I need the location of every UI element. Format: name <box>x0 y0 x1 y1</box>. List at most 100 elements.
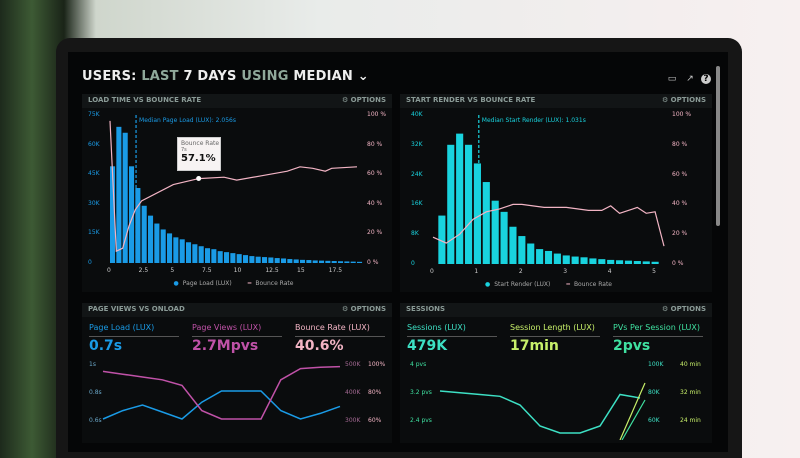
title-range-word: LAST <box>141 69 179 84</box>
histogram-bar <box>129 166 135 263</box>
chart-legend: ● Start Render (LUX) ━ Bounce Rate <box>485 281 612 288</box>
y-tick-label: 3.2 pvs <box>410 389 432 396</box>
panel-header: SESSIONS ⚙ OPTIONS <box>400 303 712 317</box>
legend-label: Page Load (LUX) <box>182 280 232 287</box>
y2-tick-label: 40 % <box>367 199 383 207</box>
y2-tick-label: 0 % <box>672 260 684 267</box>
x-tick-label: 0 <box>430 268 434 275</box>
x-tick-label: 0 <box>107 267 111 274</box>
session-length-line <box>619 382 646 440</box>
metric-value: 40.6% <box>295 338 344 354</box>
x-tick-label: 2 <box>518 268 523 275</box>
legend-marker: ● <box>485 281 491 288</box>
histogram-bar <box>527 243 535 264</box>
metric-divider <box>89 336 179 337</box>
panel-title: SESSIONS <box>406 305 446 313</box>
histogram-bar <box>438 215 446 264</box>
y3-tick-label: 40 min <box>680 361 701 368</box>
monitor-icon[interactable]: ▭ <box>667 74 677 84</box>
bounce-rate-line <box>432 203 665 247</box>
histogram-bar <box>344 261 350 263</box>
scrollbar[interactable] <box>716 66 720 226</box>
histogram-bar <box>224 252 230 263</box>
x-tick-label: 4 <box>607 268 612 275</box>
chevron-down-icon[interactable]: ⌄ <box>357 69 369 84</box>
title-using: USING <box>241 69 289 84</box>
panel-title: PAGE VIEWS VS ONLOAD <box>88 305 185 313</box>
options-button[interactable]: ⚙ OPTIONS <box>661 96 706 104</box>
x-tick-label: 1 <box>474 268 479 275</box>
histogram-bar <box>306 260 312 263</box>
histogram-bar <box>580 257 588 264</box>
x-tick-label: 2.5 <box>138 267 149 274</box>
histogram-bar <box>633 261 641 264</box>
sessions-line <box>439 390 641 434</box>
histogram-bar <box>491 200 499 264</box>
panel-title: LOAD TIME VS BOUNCE RATE <box>88 96 202 104</box>
legend-label: Bounce Rate <box>573 281 612 288</box>
y2-tick-label: 500K <box>345 361 361 368</box>
y2-tick-label: 60K <box>648 417 660 424</box>
pvs-line <box>621 399 646 440</box>
histogram-bar <box>319 260 325 263</box>
histogram-bar <box>300 259 306 263</box>
panel-title: START RENDER VS BOUNCE RATE <box>406 96 536 104</box>
histogram-bar <box>192 244 198 263</box>
histogram-bar <box>211 249 217 263</box>
histogram-bar <box>268 257 274 263</box>
share-icon[interactable]: ↗ <box>686 74 694 84</box>
histogram-bar <box>148 215 154 263</box>
metric-divider <box>295 336 385 337</box>
legend-marker: ━ <box>566 281 570 288</box>
chart-legend: ● Page Load (LUX) ━ Bounce Rate <box>174 280 294 287</box>
y3-tick-label: 80% <box>368 389 382 396</box>
y-tick-label: 4 pvs <box>410 361 427 368</box>
options-button[interactable]: ⚙ OPTIONS <box>341 96 386 104</box>
histogram-bar <box>293 259 299 263</box>
page-title[interactable]: USERS: LAST 7 DAYS USING MEDIAN ⌄ <box>82 69 369 84</box>
histogram-bar <box>312 260 318 263</box>
panel-header: LOAD TIME VS BOUNCE RATE ⚙ OPTIONS <box>82 94 392 108</box>
page-load-line <box>102 390 341 420</box>
histogram-bar <box>553 253 561 264</box>
histogram-bar <box>243 255 249 263</box>
histogram-bar <box>447 144 455 264</box>
metric-value: 0.7s <box>89 338 123 354</box>
panel-header: START RENDER VS BOUNCE RATE ⚙ OPTIONS <box>400 94 712 108</box>
histogram-bar <box>616 260 624 264</box>
y2-tick-label: 80 % <box>367 140 383 148</box>
histogram-bar <box>205 248 211 263</box>
histogram-bar <box>473 163 481 264</box>
help-icon[interactable]: ? <box>701 74 711 84</box>
y2-tick-label: 300K <box>345 417 361 424</box>
tooltip-x: 7s <box>181 147 187 153</box>
histogram-bar <box>456 133 464 264</box>
legend-label: Bounce Rate <box>255 280 294 287</box>
histogram-bar <box>217 251 223 263</box>
options-button[interactable]: ⚙ OPTIONS <box>661 305 706 313</box>
histogram-bar <box>167 233 173 263</box>
y3-tick-label: 32 min <box>680 389 701 396</box>
histogram-bar <box>544 250 553 264</box>
histogram-bar <box>236 254 242 263</box>
metric-value: 2.7Mpvs <box>192 338 259 354</box>
histogram-bar <box>186 242 192 263</box>
histogram-bar <box>135 188 141 263</box>
y-tick-label: 1s <box>89 361 96 368</box>
histogram-bar <box>350 261 356 263</box>
histogram-bar <box>287 259 293 263</box>
metric-label: Page Views (LUX) <box>192 323 262 332</box>
histogram-bar <box>110 166 116 263</box>
y2-tick-label: 20 % <box>367 229 383 237</box>
histogram-bar <box>562 255 570 264</box>
legend-label: Start Render (LUX) <box>494 281 551 288</box>
histogram-bar <box>141 205 147 263</box>
histogram-bar <box>160 229 166 263</box>
tooltip-point <box>196 175 202 181</box>
x-tick-label: 10 <box>233 267 242 274</box>
y-tick-label: 0 <box>88 259 92 266</box>
options-button[interactable]: ⚙ OPTIONS <box>341 305 386 313</box>
histogram-bar <box>518 236 526 264</box>
histogram-bar <box>571 256 579 264</box>
metric-label: PVs Per Session (LUX) <box>613 323 701 332</box>
